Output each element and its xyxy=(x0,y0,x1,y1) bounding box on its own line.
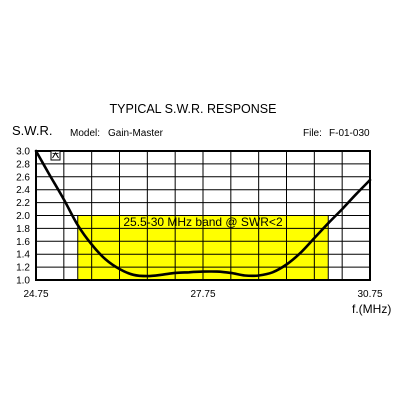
swr-curve xyxy=(34,149,372,278)
y-tick-label: 1.4 xyxy=(16,250,30,261)
plot-grid xyxy=(35,150,371,281)
y-tick-label: 1.2 xyxy=(16,263,30,274)
chart-title: TYPICAL S.W.R. RESPONSE xyxy=(110,102,277,116)
y-tick-labels: 3.02.8 2.6 2.4 2.2 2.0 1.8 1.6 1.4 1.2 1.0 xyxy=(16,147,30,287)
swr-logo-icon xyxy=(50,150,61,161)
x-axis-label: f.(MHz) xyxy=(352,302,391,316)
plot-frame xyxy=(35,150,371,281)
y-axis-label: S.W.R. xyxy=(12,123,52,138)
band-annotation: 25.5-30 MHz band @ SWR<2 xyxy=(123,215,283,229)
y-tick-label: 2.8 xyxy=(16,159,30,170)
file-label: File: xyxy=(303,128,322,139)
model-value: Gain-Master xyxy=(108,128,164,139)
y-tick-label: 2.0 xyxy=(16,211,30,222)
y-tick-label: 1.0 xyxy=(16,276,30,287)
x-tick-label: 24.75 xyxy=(23,289,48,300)
y-tick-label: 2.2 xyxy=(16,198,30,209)
x-tick-label: 27.75 xyxy=(190,289,215,300)
swr-series-line xyxy=(34,149,372,278)
y-tick-label: 1.8 xyxy=(16,224,30,235)
x-tick-label: 30.75 xyxy=(357,289,382,300)
y-tick-label: 1.6 xyxy=(16,237,30,248)
y-tick-label: 2.6 xyxy=(16,172,30,183)
model-label: Model: xyxy=(70,128,100,139)
x-tick-labels: 24.75 27.75 30.75 xyxy=(23,289,382,300)
y-tick-label: 2.4 xyxy=(16,185,30,196)
y-tick-label: 3.0 xyxy=(16,147,30,158)
file-value: F-01-030 xyxy=(329,128,370,139)
